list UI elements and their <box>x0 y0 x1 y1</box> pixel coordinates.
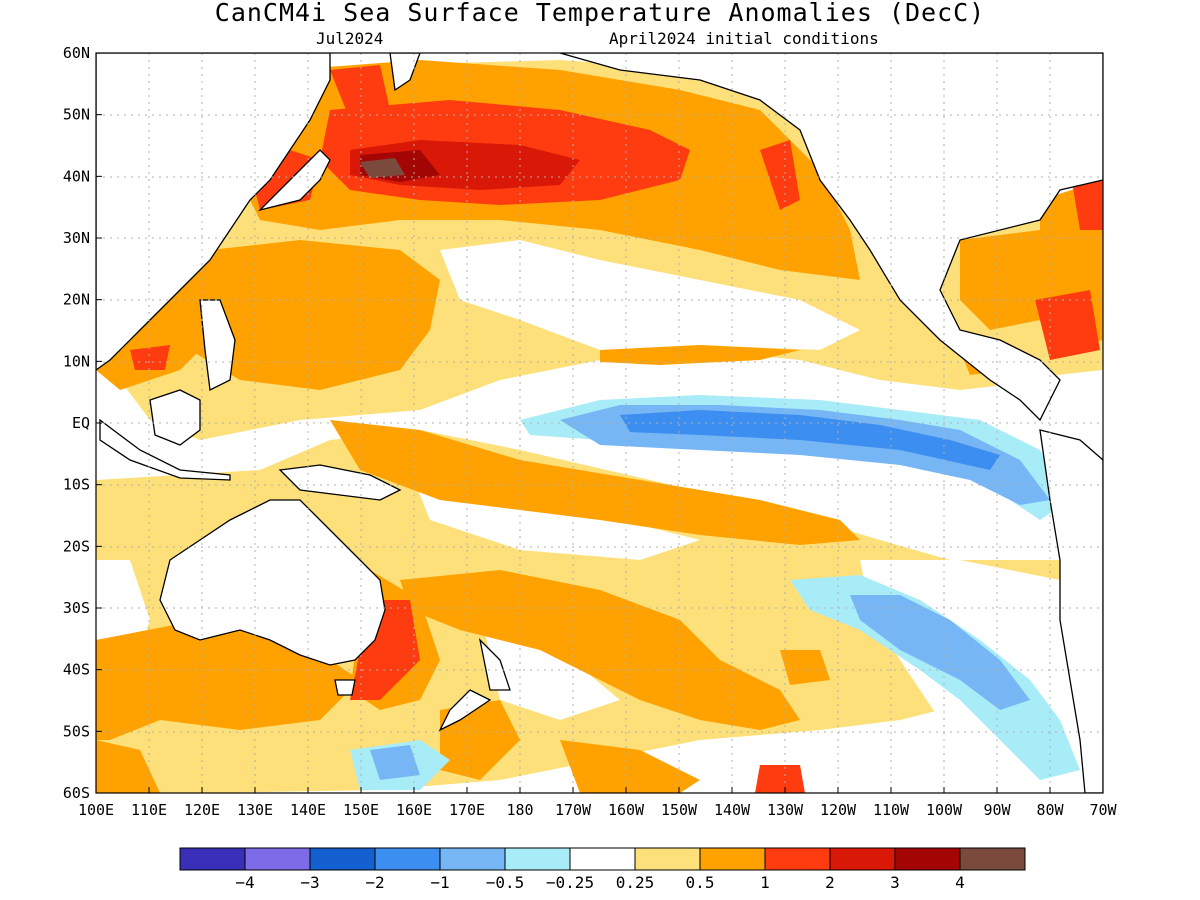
colorbar-label: −0.5 <box>486 873 525 892</box>
colorbar-label: −3 <box>300 873 319 892</box>
lat-tick-label: 50S <box>63 722 90 740</box>
colorbar-swatch <box>829 847 896 871</box>
kamchatka <box>389 53 421 92</box>
colorbar-label: 0.5 <box>686 873 715 892</box>
lat-tick-label: 60S <box>63 784 90 802</box>
lon-tick-label: 150W <box>661 801 698 819</box>
colorbar-swatch <box>634 847 701 871</box>
initial-conditions-label: April2024 initial conditions <box>609 29 879 48</box>
lon-tick-label: 160E <box>396 801 432 819</box>
colorbar-label: 1 <box>760 873 770 892</box>
colorbar-label: −2 <box>365 873 384 892</box>
lon-tick-label: 170W <box>555 801 592 819</box>
lon-tick-label: 150E <box>343 801 379 819</box>
colorbar-label: 4 <box>955 873 965 892</box>
colorbar-label: −0.25 <box>546 873 594 892</box>
australia <box>159 499 386 666</box>
lat-tick-label: 60N <box>63 44 90 62</box>
land-masses <box>96 53 1103 793</box>
colorbar-swatch <box>894 847 961 871</box>
lat-tick-label: 40N <box>63 167 90 185</box>
tasmania <box>334 679 356 696</box>
colorbar-swatch <box>504 847 571 871</box>
lon-tick-label: 160W <box>608 801 645 819</box>
lon-tick-label: 120E <box>184 801 220 819</box>
lon-tick-label: 90W <box>983 801 1011 819</box>
forecast-month-label: Jul2024 <box>316 29 384 48</box>
lon-tick-label: 140E <box>290 801 326 819</box>
new-zealand-south <box>438 689 492 732</box>
borneo <box>149 389 201 446</box>
colorbar-label: −4 <box>235 873 254 892</box>
lon-tick-label: 180 <box>506 801 533 819</box>
colorbar-swatch <box>569 847 636 871</box>
colorbar-swatch <box>244 847 311 871</box>
colorbar-swatch <box>309 847 376 871</box>
lon-tick-label: 120W <box>820 801 857 819</box>
lon-tick-label: 100W <box>926 801 963 819</box>
lat-tick-label: 30N <box>63 229 90 247</box>
asia-mainland <box>96 53 331 371</box>
lon-tick-label: 80W <box>1036 801 1064 819</box>
anomaly-field <box>96 53 1103 793</box>
colorbar-swatch <box>959 847 1026 871</box>
lon-tick-label: 130W <box>767 801 804 819</box>
lon-tick-label: 110W <box>873 801 910 819</box>
lon-tick-label: 110E <box>131 801 167 819</box>
longitude-axis: 100E 110E 120E 130E 140E 150E 160E 170E 180 170W 1… <box>78 787 1118 819</box>
sumatra-java <box>99 418 231 481</box>
new-guinea <box>278 464 402 501</box>
lon-tick-label: 170E <box>449 801 485 819</box>
colorbar-swatch <box>764 847 831 871</box>
latitude-axis: 60N 50N 40N 30N 20N 10N EQ 10S 20S 30S 40S 50S 60S <box>63 44 102 802</box>
philippines <box>199 299 236 391</box>
colorbar-label: 0.25 <box>616 873 655 892</box>
lat-tick-label: 10S <box>63 476 90 494</box>
north-america <box>559 53 1103 422</box>
lat-tick-label: 20S <box>63 537 90 555</box>
colorbar-label: −1 <box>430 873 449 892</box>
colorbar-labels: −4 −3 −2 −1 −0.5 −0.25 0.25 0.5 1 2 3 4 <box>235 873 964 892</box>
japan <box>257 149 331 212</box>
lon-tick-label: 130E <box>237 801 273 819</box>
colorbar-label: 2 <box>825 873 835 892</box>
lat-tick-label: 30S <box>63 599 90 617</box>
lat-tick-label: 40S <box>63 661 90 679</box>
colorbar <box>179 847 1026 871</box>
gridlines <box>96 53 1103 793</box>
lat-tick-label: EQ <box>72 414 90 432</box>
anomaly-above-4-region <box>360 158 405 178</box>
colorbar-swatch <box>179 847 246 871</box>
lon-tick-label: 100E <box>78 801 114 819</box>
lat-tick-label: 50N <box>63 106 90 124</box>
colorbar-swatch <box>439 847 506 871</box>
colorbar-label: 3 <box>890 873 900 892</box>
chart-title: CanCM4i Sea Surface Temperature Anomalie… <box>214 0 986 27</box>
lat-tick-label: 20N <box>63 291 90 309</box>
anomaly-minus-1-minus-2-region <box>620 410 1000 470</box>
lon-tick-label: 140W <box>714 801 751 819</box>
lat-tick-label: 10N <box>63 352 90 370</box>
colorbar-swatch <box>699 847 766 871</box>
colorbar-swatch <box>374 847 441 871</box>
new-zealand-north <box>478 638 511 691</box>
lon-tick-label: 70W <box>1089 801 1117 819</box>
south-america <box>1039 429 1103 793</box>
